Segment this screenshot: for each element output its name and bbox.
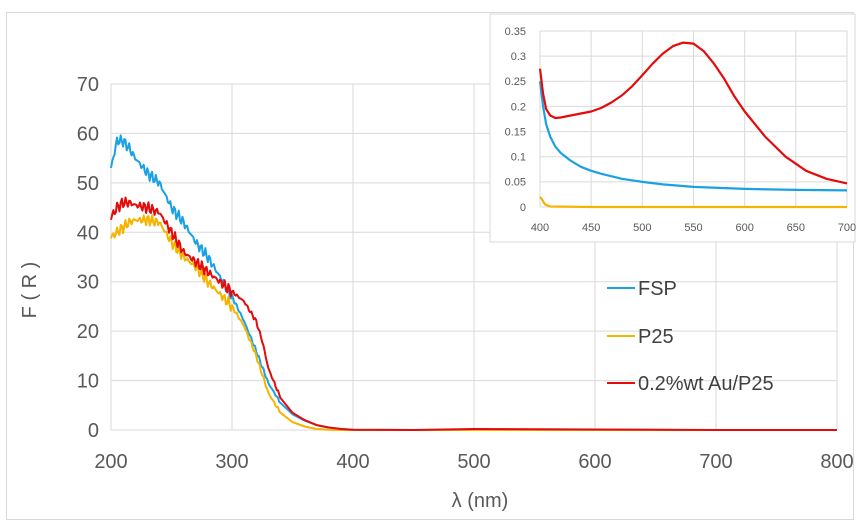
legend-label: P25 (638, 326, 674, 348)
x-tick-label: 700 (699, 451, 732, 473)
x-tick-label: 200 (94, 451, 127, 473)
series-line-2 (538, 41, 848, 185)
y-tick-label: 0.15 (505, 126, 526, 138)
x-tick-label: 500 (457, 451, 490, 473)
main-y-tick-labels: 0 10 20 30 40 50 60 70 (77, 74, 99, 442)
x-tick-label: 600 (735, 222, 753, 234)
x-tick-label: 550 (684, 222, 702, 234)
inset-y-tick-labels: 0 0.05 0.1 0.15 0.2 0.25 0.3 0.35 (505, 26, 526, 214)
legend-label: 0.2%wt Au/P25 (638, 373, 774, 395)
y-tick-label: 0.25 (505, 76, 526, 88)
main-gridlines (110, 83, 838, 431)
main-series-group (110, 134, 837, 431)
main-plot: 200 300 400 500 600 700 800 0 10 20 30 40 50 60 70 λ … (19, 74, 854, 512)
y-tick-label: 20 (77, 321, 99, 343)
y-tick-label: 50 (77, 173, 99, 195)
legend: FSP P25 0.2%wt Au/P25 (607, 278, 774, 395)
x-tick-label: 400 (531, 222, 549, 234)
series-line-1 (539, 196, 847, 209)
x-tick-label: 400 (336, 451, 369, 473)
x-tick-label: 700 (838, 222, 856, 234)
series-line-0 (110, 134, 837, 431)
inset-background (489, 13, 856, 243)
y-tick-label: 30 (77, 272, 99, 294)
inset-x-tick-labels: 400 450 500 550 600 650 700 (531, 222, 856, 234)
y-tick-label: 60 (77, 123, 99, 145)
y-tick-label: 0 (88, 420, 99, 442)
y-tick-label: 0.2 (511, 101, 526, 113)
y-tick-label: 0.05 (505, 177, 526, 189)
y-tick-label: 10 (77, 371, 99, 393)
y-tick-label: 40 (77, 222, 99, 244)
x-tick-label: 650 (787, 222, 805, 234)
x-axis-title: λ (nm) (452, 490, 509, 512)
series-line-2 (110, 196, 837, 431)
inset-series-group (538, 41, 848, 209)
y-tick-label: 0.1 (511, 152, 526, 164)
y-tick-label: 0.35 (505, 26, 526, 38)
x-tick-label: 600 (578, 451, 611, 473)
x-tick-label: 500 (633, 222, 651, 234)
main-x-tick-labels: 200 300 400 500 600 700 800 (94, 451, 853, 473)
series-line-1 (110, 214, 837, 431)
y-tick-label: 0 (520, 202, 526, 214)
legend-label: FSP (638, 278, 677, 300)
inset-chart: 400 450 500 550 600 650 700 0 0.05 0.1 0.15 0.2 0.2… (489, 13, 856, 243)
y-tick-label: 70 (77, 74, 99, 96)
series-line-0 (538, 81, 848, 192)
y-axis-title: F ( R ) (19, 262, 41, 319)
y-tick-label: 0.3 (511, 51, 526, 63)
x-tick-label: 800 (820, 451, 853, 473)
x-tick-label: 300 (215, 451, 248, 473)
x-tick-label: 450 (582, 222, 600, 234)
